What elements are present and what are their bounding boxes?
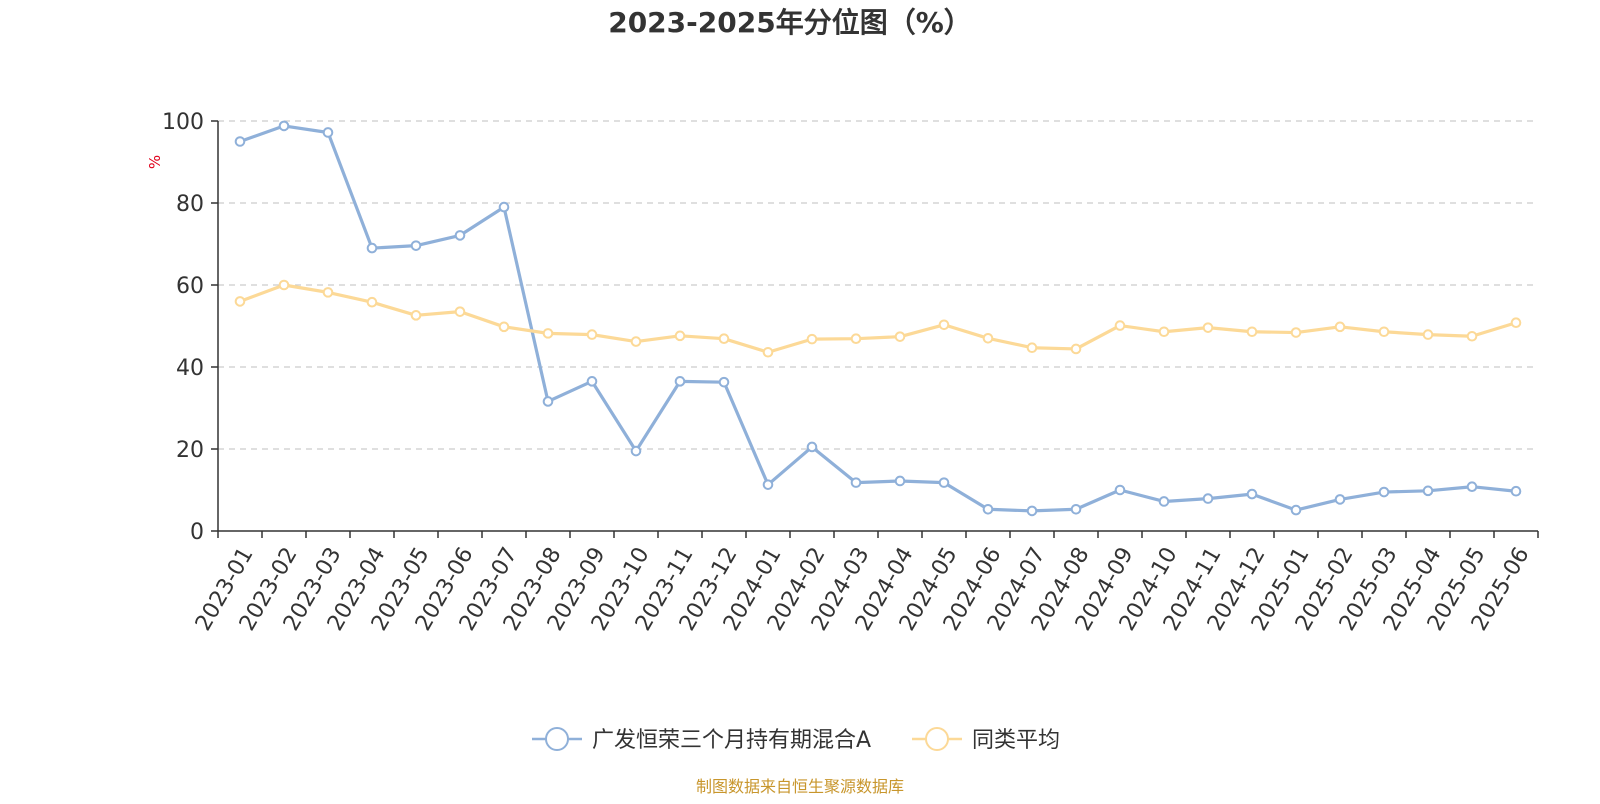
y-tick-label: 40 <box>176 356 204 381</box>
grid-lines <box>218 120 1538 450</box>
y-axis-unit-label: % <box>146 155 164 169</box>
y-tick-label: 100 <box>162 110 204 135</box>
data-point[interactable] <box>938 319 950 331</box>
data-point[interactable] <box>410 240 422 251</box>
data-point[interactable] <box>278 279 290 291</box>
data-point[interactable] <box>1290 504 1302 516</box>
data-point[interactable] <box>850 477 862 488</box>
data-point[interactable] <box>410 310 422 321</box>
data-point[interactable] <box>806 441 818 453</box>
data-point[interactable] <box>630 336 642 347</box>
legend-circle-icon <box>545 727 569 751</box>
data-point[interactable] <box>1334 494 1346 505</box>
legend-item-1[interactable]: 同类平均 <box>912 727 1060 753</box>
data-point[interactable] <box>498 321 510 333</box>
data-point[interactable] <box>278 120 290 132</box>
data-point[interactable] <box>1246 488 1258 500</box>
data-point[interactable] <box>1202 322 1214 333</box>
data-point[interactable] <box>542 396 554 407</box>
legend: 广发恒荣三个月持有期混合A 同类平均 <box>532 727 1060 753</box>
data-point[interactable] <box>762 346 774 358</box>
data-point[interactable] <box>1510 317 1522 329</box>
y-tick-label: 80 <box>176 192 204 217</box>
legend-label: 广发恒荣三个月持有期混合A <box>592 728 871 753</box>
y-tick-label: 60 <box>176 274 204 299</box>
data-point[interactable] <box>1378 486 1390 498</box>
series-line <box>239 283 1517 354</box>
data-point[interactable] <box>1026 505 1038 517</box>
legend-label: 同类平均 <box>972 728 1060 753</box>
series-0 <box>234 120 1522 517</box>
data-point[interactable] <box>454 230 466 241</box>
series-1 <box>234 279 1522 358</box>
source-note: 制图数据来自恒生聚源数据库 <box>696 777 904 796</box>
data-point[interactable] <box>1114 320 1126 331</box>
data-point[interactable] <box>982 503 994 515</box>
data-point[interactable] <box>1114 484 1126 496</box>
y-tick-label: 20 <box>176 438 204 463</box>
chart-title: 2023-2025年分位图（%） <box>608 6 972 39</box>
data-point[interactable] <box>1026 342 1038 354</box>
data-point[interactable] <box>1510 485 1522 497</box>
y-tick-label: 0 <box>190 520 204 545</box>
data-point[interactable] <box>1334 321 1346 333</box>
data-point[interactable] <box>366 242 378 254</box>
data-point[interactable] <box>806 333 818 345</box>
data-point[interactable] <box>234 136 246 147</box>
data-point[interactable] <box>674 330 686 342</box>
data-point[interactable] <box>1290 327 1302 338</box>
data-point[interactable] <box>586 329 598 340</box>
legend-circle-icon <box>925 727 949 751</box>
data-point[interactable] <box>542 328 554 339</box>
data-point[interactable] <box>630 445 642 457</box>
data-point[interactable] <box>1378 326 1390 338</box>
data-point[interactable] <box>322 287 334 298</box>
data-point[interactable] <box>718 333 730 345</box>
data-point[interactable] <box>234 296 246 307</box>
axes: 0204060801002023-012023-022023-032023-04… <box>162 110 1539 635</box>
data-point[interactable] <box>718 376 730 388</box>
data-point[interactable] <box>674 376 686 387</box>
data-point[interactable] <box>982 333 994 344</box>
data-point[interactable] <box>1422 329 1434 340</box>
data-point[interactable] <box>1246 326 1258 338</box>
data-point[interactable] <box>1202 493 1214 504</box>
data-point[interactable] <box>586 376 598 387</box>
data-point[interactable] <box>1070 503 1082 515</box>
data-point[interactable] <box>1070 343 1082 355</box>
data-point[interactable] <box>1466 330 1478 342</box>
data-point[interactable] <box>894 331 906 342</box>
data-point[interactable] <box>454 306 466 317</box>
data-point[interactable] <box>894 475 906 487</box>
data-point[interactable] <box>938 477 950 488</box>
data-point[interactable] <box>322 127 334 138</box>
series-lines <box>234 120 1522 517</box>
data-point[interactable] <box>1158 496 1170 507</box>
data-point[interactable] <box>1158 326 1170 338</box>
data-point[interactable] <box>366 296 378 308</box>
legend-item-0[interactable]: 广发恒荣三个月持有期混合A <box>532 727 871 753</box>
data-point[interactable] <box>1422 485 1434 497</box>
data-point[interactable] <box>1466 481 1478 493</box>
data-point[interactable] <box>498 201 510 213</box>
data-point[interactable] <box>762 479 774 490</box>
series-line <box>239 124 1517 513</box>
data-point[interactable] <box>850 333 862 345</box>
